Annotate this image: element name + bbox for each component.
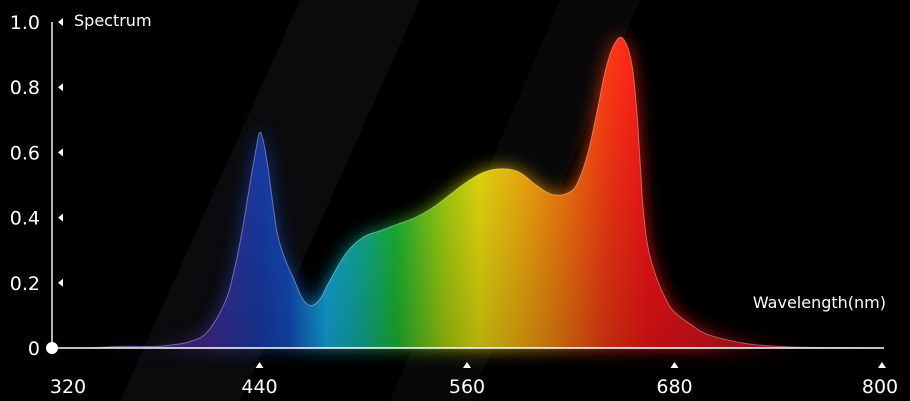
x-tick-marker: [670, 362, 679, 368]
y-tick-marker: [58, 83, 63, 92]
x-tick-marker: [463, 362, 471, 368]
spectrum-series: [52, 36, 883, 349]
y-tick-marker: [58, 148, 63, 157]
y-tick-label: 0: [28, 338, 40, 360]
x-tick-marker: [878, 362, 886, 368]
y-tick-label: 0.8: [10, 77, 40, 99]
x-tick-label: 680: [656, 376, 692, 398]
origin-marker: [46, 342, 58, 354]
x-tick-label: 560: [449, 376, 485, 398]
x-tick-label: 440: [241, 376, 277, 398]
x-axis-ticks: 320 440 560 680 800: [50, 362, 898, 398]
y-tick-label: 0.4: [10, 208, 40, 230]
y-tick-label: 0.6: [10, 142, 40, 164]
y-tick-marker: [58, 278, 63, 287]
x-tick-marker: [255, 362, 264, 368]
x-tick-label: 320: [50, 376, 86, 398]
x-tick-label: 800: [862, 376, 898, 398]
spectrum-area-shade: [52, 37, 882, 348]
y-tick-label: 1.0: [10, 12, 40, 34]
y-axis-title: Spectrum: [74, 11, 152, 30]
y-axis-ticks: 0 0.2 0.4 0.6 0.8 1.0: [10, 12, 63, 360]
y-tick-label: 0.2: [10, 273, 40, 295]
y-tick-marker: [58, 18, 63, 26]
y-tick-marker: [58, 213, 63, 222]
spectrum-line: [52, 36, 883, 349]
x-axis-title: Wavelength(nm): [753, 293, 886, 312]
